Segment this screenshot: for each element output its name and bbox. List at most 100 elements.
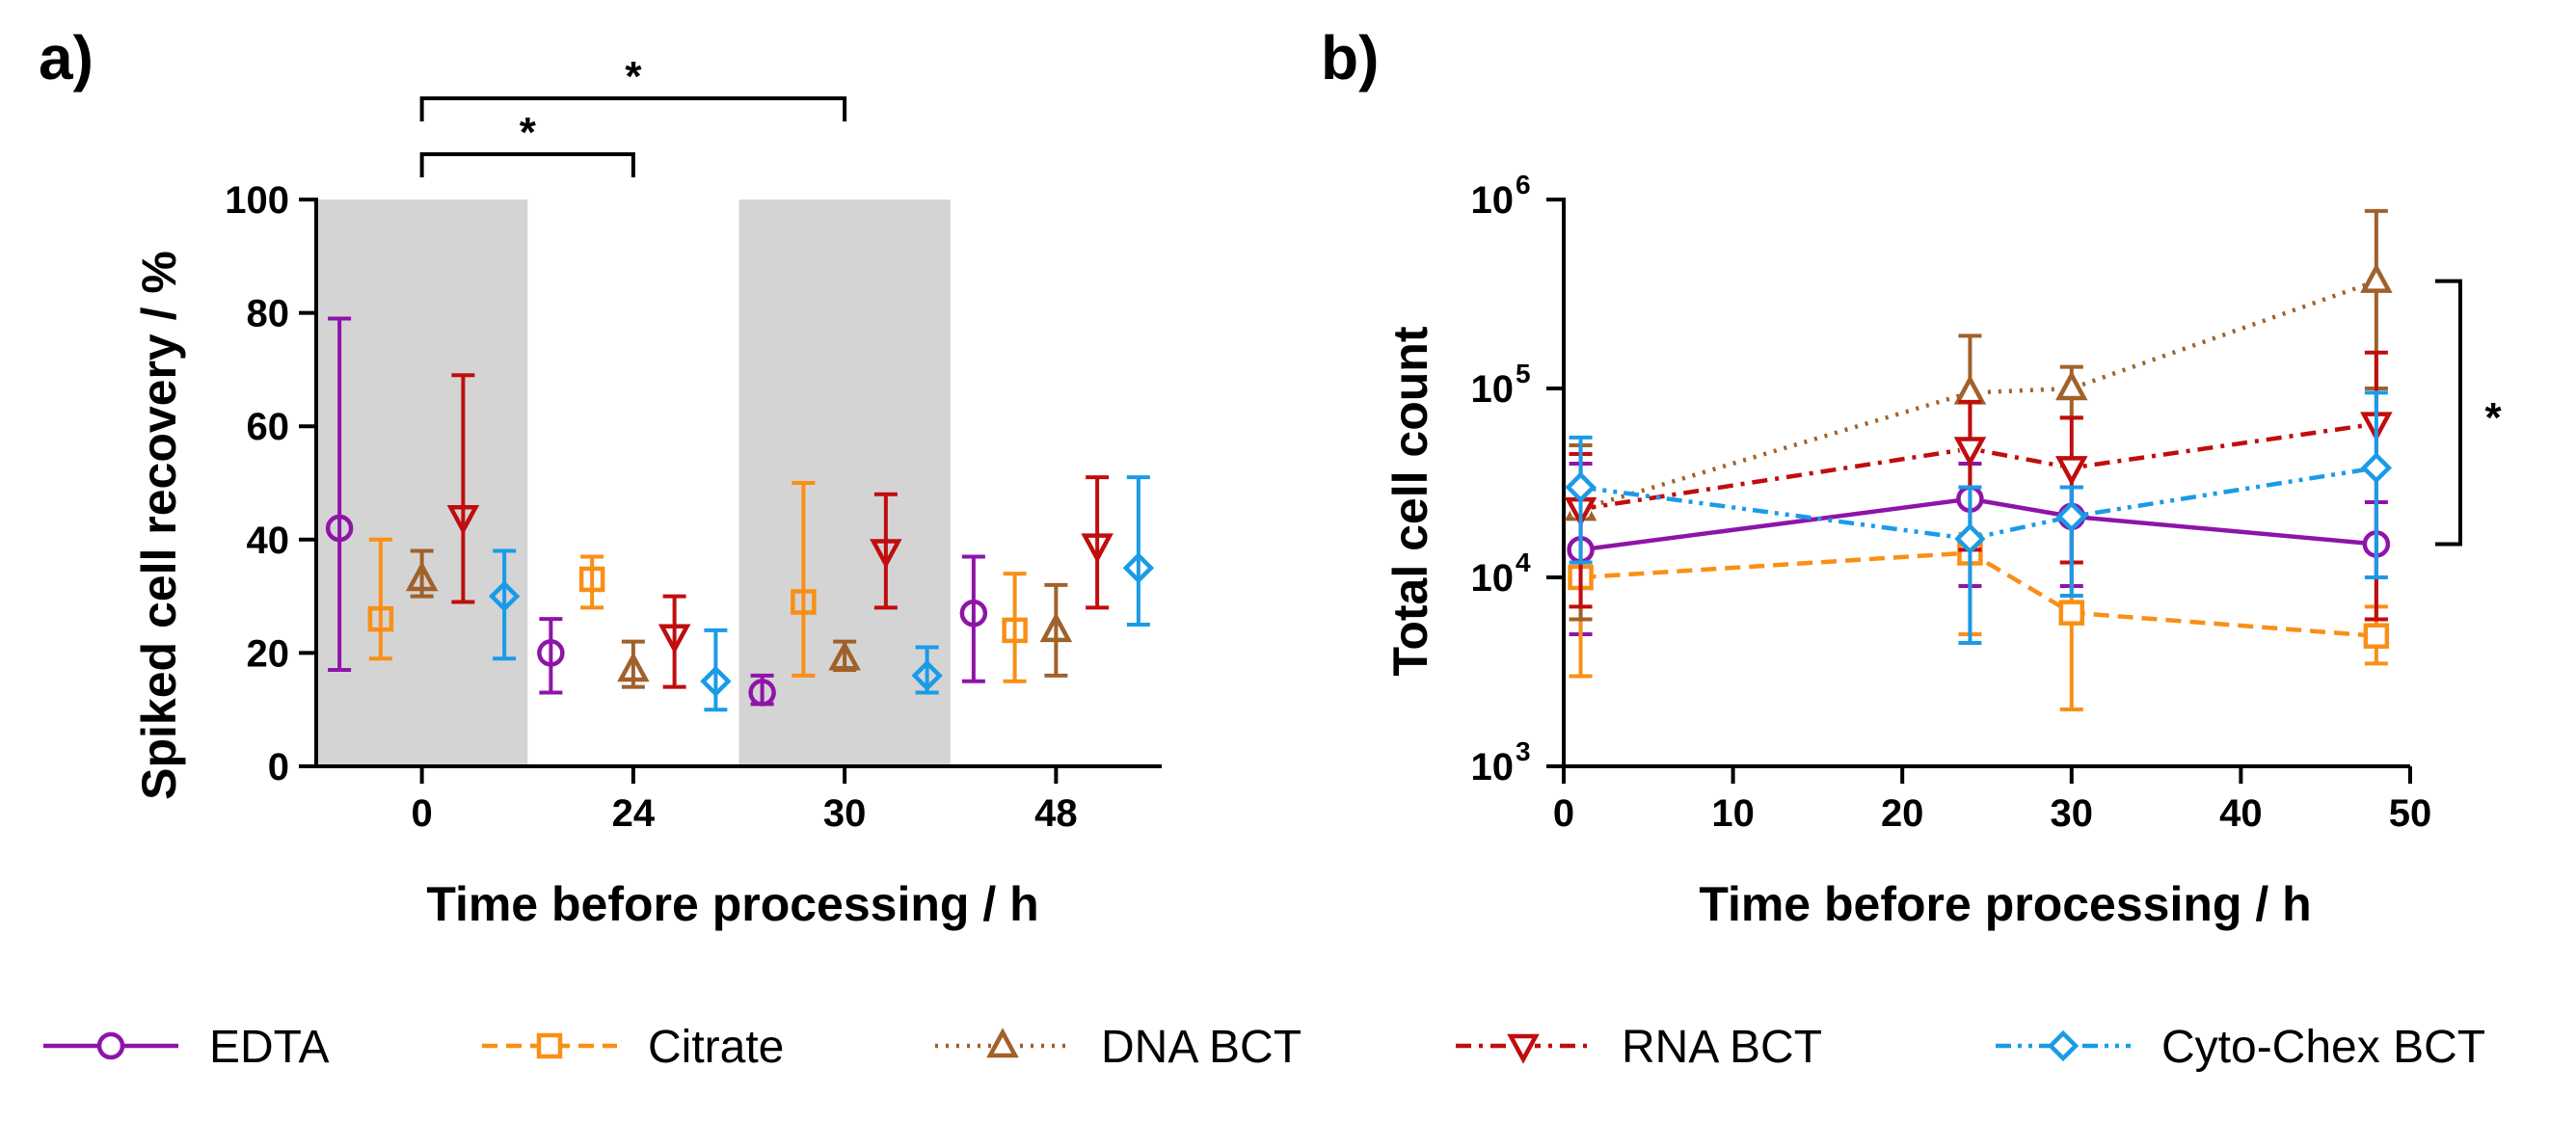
panel-b-significance: * (2435, 279, 2502, 547)
panel-a-edta-point-30 (748, 679, 776, 707)
panel-a-y-tick-label-20: 20 (247, 632, 290, 675)
panel-b-y-tick-exponent-3: 3 (1516, 736, 1531, 766)
panel-a-dna-bct-error-bar-48 (1044, 582, 1068, 678)
panel-a-edta-point-24 (537, 639, 565, 667)
panel-b-x-tick-label-20: 20 (1881, 792, 1924, 835)
panel-a-rna-bct-error-bar-0 (451, 373, 475, 604)
panel-b-y-tick-exponent-5: 5 (1516, 359, 1531, 388)
panel-a-cyto-chex-bct-point-30 (911, 659, 943, 692)
panel-b-rna-bct-line (1580, 421, 2377, 512)
panel-a-citrate-point-24 (578, 566, 605, 593)
panel-a-citrate-point-0 (367, 605, 394, 632)
legend-marker-bg-citrate (538, 1034, 561, 1057)
legend-label-dna-bct: DNA BCT (1101, 1022, 1301, 1073)
panel-b-rna-bct-point-24 (1953, 437, 1987, 468)
panel-a-y-tick-label-0: 0 (268, 746, 289, 788)
panel-b-x-tick-label-40: 40 (2219, 792, 2263, 835)
panel-a-series-rna-bct (446, 373, 1114, 689)
panel-b-y-tick-label-3: 10 (1471, 746, 1515, 788)
panel-a-edta-point-48 (959, 599, 988, 628)
panel-a-citrate-error-bar-30 (792, 481, 816, 678)
legend-entry-cyto-chex-bct: Cyto-Chex BCT (1996, 1022, 2485, 1073)
panel-b-y-tick-exponent-4: 4 (1516, 548, 1531, 577)
panel-b-series-citrate (1568, 485, 2390, 711)
panel-a-y-tick-label-80: 80 (247, 293, 290, 335)
panel-a-citrate-error-bar-24 (580, 554, 604, 610)
panel-b-dna-bct-point-48 (2360, 262, 2393, 293)
panel-a-citrate-point-30 (791, 589, 817, 615)
panel-a-y-tick-label-60: 60 (247, 406, 290, 448)
panel-a-x-tick-label-30: 30 (823, 792, 867, 835)
panel-b-x-tick-label-0: 0 (1553, 792, 1574, 835)
panel-a-cyto-chex-bct-point-24 (700, 665, 732, 697)
panel-a-x-tick-label-48: 48 (1034, 792, 1078, 835)
panel-a-cyto-chex-bct-point-0 (488, 580, 521, 612)
panel-a-y-axis-title: Spiked cell recovery / % (132, 251, 186, 800)
panel-b-cyto-chex-bct-point-30 (2055, 500, 2087, 533)
panel-b-rna-bct-point-30 (2055, 456, 2088, 487)
panel-b-cyto-chex-bct-error-bar-24 (1958, 485, 1982, 645)
panel-b-cyto-chex-bct-point-48 (2360, 452, 2393, 484)
panel-a-significance-line-0-30 (419, 96, 847, 121)
panel-a-dna-bct-point-30 (828, 640, 861, 671)
legend-marker-edta (96, 1031, 125, 1060)
panel-b-y-tick-label-4: 10 (1471, 557, 1515, 600)
panel-a-citrate-error-bar-0 (368, 537, 392, 661)
panel-a-axes: 0 20 40 60 80 100 0 24 30 48 (225, 179, 1162, 835)
panel-a-edta-error-bar-0 (328, 316, 352, 673)
panel-b-y-tick-label-5: 10 (1471, 368, 1515, 411)
panel-b-axes: 10 310 410 510 60 10 20 30 40 50 (1471, 170, 2432, 835)
panel-b-cyto-chex-bct-error-bar-48 (2364, 390, 2388, 579)
panel-b-citrate-point-48 (2363, 623, 2390, 649)
panel-b-significance-bracket: * (2435, 279, 2502, 547)
panel-b-y-axis-title: Total cell count (1383, 326, 1437, 676)
legend-marker-dna-bct (986, 1028, 1019, 1058)
panel-b-cyto-chex-bct-point-24 (1954, 522, 1986, 555)
panel-b-citrate-point-30 (2058, 600, 2085, 626)
panel-b: b) 10 310 410 510 60 10 20 30 40 50 * Time before… (1321, 23, 2502, 931)
panel-a-x-tick-label-0: 0 (412, 792, 433, 835)
panel-a-edta-error-bar-48 (961, 554, 985, 683)
legend-marker-rna-bct (1507, 1033, 1540, 1064)
panel-b-citrate-point-bg-30 (2060, 601, 2082, 624)
panel-b-y-tick-exponent-6: 6 (1516, 170, 1531, 200)
panel-a-rna-bct-point-48 (1081, 533, 1114, 564)
panel-a-label: a) (39, 23, 94, 93)
panel-b-series-cyto-chex-bct (1565, 390, 2393, 645)
panel-b-significance-label: * (2484, 394, 2502, 441)
panel-b-citrate-line (1580, 550, 2377, 638)
panel-a-citrate-point-48 (1002, 617, 1028, 644)
panel-b-x-tick-label-30: 30 (2051, 792, 2094, 835)
panel-b-dna-bct-line (1579, 279, 2377, 512)
panel-b-cyto-chex-bct-line (1580, 466, 2377, 542)
panel-a-significance-label-0-30: * (625, 53, 642, 100)
panel-a-significance-bracket-0-24: * (419, 109, 635, 177)
legend-marker-cyto-chex-bct (2047, 1029, 2080, 1062)
panel-a-shaded-region-0 (316, 200, 528, 766)
panel-a-rna-bct-point-30 (870, 539, 902, 570)
panel-a-shading (316, 200, 951, 766)
panel-b-series (1564, 208, 2393, 711)
panel-a-rna-bct-point-0 (446, 505, 480, 536)
panel-a-cyto-chex-bct-error-bar-0 (493, 548, 517, 661)
legend-label-cyto-chex-bct: Cyto-Chex BCT (2161, 1022, 2485, 1073)
panel-b-y-tick-label-6: 10 (1471, 179, 1515, 222)
panel-a-rna-bct-error-bar-24 (662, 594, 686, 689)
legend-marker-bg-edta (99, 1034, 122, 1057)
panel-a-significance-line-0-24 (419, 152, 635, 177)
panel-a-x-axis-title: Time before processing / h (426, 877, 1038, 931)
legend-label-edta: EDTA (209, 1022, 329, 1073)
panel-a-series-cyto-chex-bct (488, 475, 1155, 712)
panel-b-dna-bct-point-30 (2055, 370, 2088, 401)
panel-a-rna-bct-point-24 (657, 624, 691, 654)
panel-a-series-dna-bct (405, 548, 1073, 689)
panel-b-x-tick-label-10: 10 (1711, 792, 1755, 835)
legend-label-citrate: Citrate (648, 1022, 784, 1073)
panel-a-citrate-error-bar-48 (1003, 572, 1027, 683)
legend: EDTA Citrate DNA BCT RNA BCT Cyto-Chex BCT (43, 1022, 2485, 1073)
legend-entry-rna-bct: RNA BCT (1456, 1022, 1822, 1073)
panel-a-y-tick-label-40: 40 (247, 520, 290, 562)
panel-a-dna-bct-point-48 (1039, 612, 1073, 643)
panel-a-cyto-chex-bct-error-bar-48 (1126, 475, 1150, 627)
